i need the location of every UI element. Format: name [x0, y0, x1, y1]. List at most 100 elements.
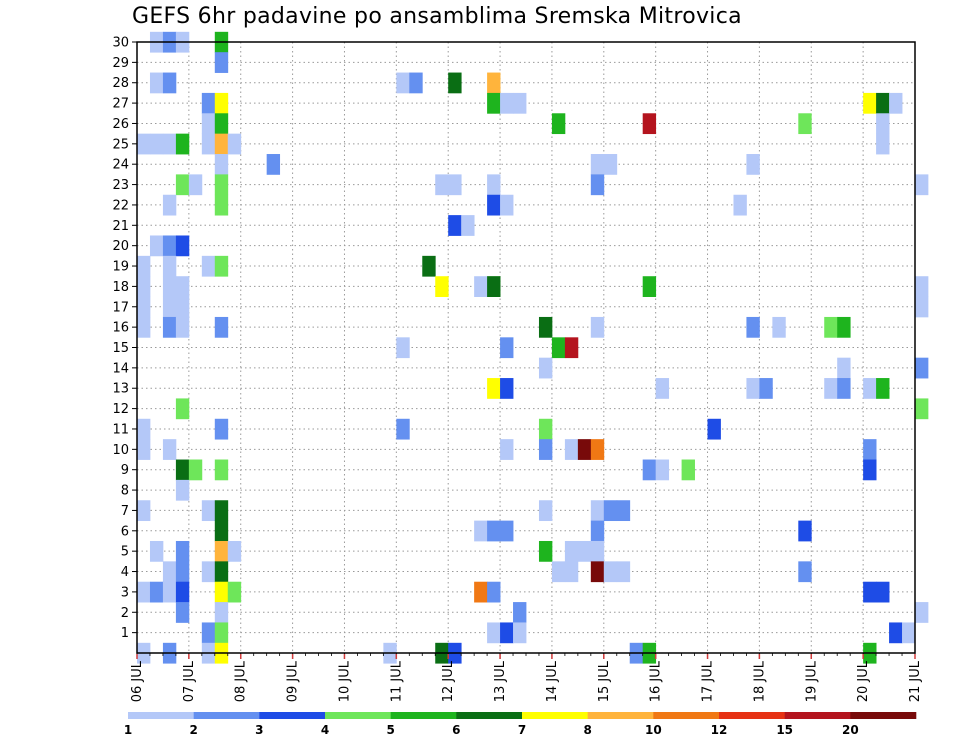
x-tick-label: 14 JUL [545, 660, 560, 702]
heatmap-cell [642, 459, 657, 481]
heatmap-cell [137, 418, 151, 440]
heatmap-cell [175, 174, 190, 196]
heatmap-cell [175, 581, 190, 603]
heatmap-cell [162, 296, 177, 318]
heatmap-cell [538, 316, 553, 338]
x-tick-label: 12 JUL [441, 660, 456, 702]
y-tick-label: 4 [121, 565, 129, 580]
heatmap-cell [538, 500, 553, 522]
heatmap-cell [409, 72, 423, 94]
heatmap-cell [214, 418, 229, 440]
y-tick-label: 24 [112, 158, 129, 173]
heatmap-cell [214, 500, 229, 522]
axes: 1234567891011121314151617181920212223242… [112, 36, 923, 703]
heatmap-cell [227, 540, 242, 562]
heatmap-cell [435, 174, 449, 196]
heatmap-cell [642, 276, 657, 297]
heatmap-cell [590, 561, 605, 583]
heatmap-cell [474, 520, 488, 542]
heatmap-cell [188, 174, 203, 196]
heatmap-cell [655, 378, 670, 399]
x-tick-label: 16 JUL [649, 660, 664, 702]
heatmap-cell [162, 72, 177, 94]
colorbar-label: 3 [255, 723, 263, 737]
heatmap-cell [214, 133, 229, 155]
heatmap-cell [214, 540, 229, 562]
colorbar-segment [456, 712, 523, 719]
heatmap-cell [149, 72, 164, 94]
heatmap-cell [863, 459, 877, 481]
heatmap-cell [214, 255, 229, 277]
heatmap-cell [214, 316, 229, 338]
colorbar-segment [522, 712, 588, 719]
heatmap-cell [461, 215, 475, 236]
heatmap-cell [137, 133, 151, 155]
heatmap-cell [707, 418, 721, 440]
colorbar-segment [719, 712, 785, 719]
y-tick-label: 21 [112, 219, 129, 234]
heatmap-cell [824, 316, 838, 338]
x-tick-label: 08 JUL [234, 660, 249, 702]
heatmap-cell [214, 194, 229, 216]
heatmap-cell [915, 296, 929, 318]
colorbar-segment [850, 712, 917, 719]
heatmap-cell [500, 194, 514, 216]
heatmap-cell [759, 378, 773, 399]
heatmap-cell [188, 459, 203, 481]
colorbar-label: 6 [452, 723, 460, 737]
heatmap-cell [487, 194, 501, 216]
y-tick-label: 15 [112, 341, 129, 356]
heatmap-cell [487, 622, 501, 644]
heatmap-cell [824, 378, 838, 399]
x-tick-label: 11 JUL [389, 660, 404, 702]
colorbar-label: 7 [518, 723, 526, 737]
heatmap-cell [746, 378, 760, 399]
colorbar: 1 2 3 4 5 6 7 8 10 12 15 20 [124, 712, 917, 737]
heatmap-cell [214, 174, 229, 196]
heatmap-cell [175, 235, 190, 257]
heatmap-cell [538, 418, 553, 440]
heatmap-cell [214, 154, 229, 175]
x-tick-label: 17 JUL [701, 660, 716, 702]
heatmap-cell [201, 133, 216, 155]
y-tick-label: 7 [121, 504, 129, 519]
heatmap-cell [474, 581, 488, 603]
heatmap-cell [266, 154, 281, 175]
heatmap-cell [590, 174, 605, 196]
heatmap-cell [577, 540, 592, 562]
y-tick-label: 23 [112, 178, 129, 193]
colorbar-segment [390, 712, 457, 719]
x-tick-label: 21 JUL [908, 660, 923, 702]
heatmap-cell [603, 500, 618, 522]
colorbar-label: 4 [321, 723, 329, 737]
heatmap-cell [137, 255, 151, 277]
heatmap-cell [175, 296, 190, 318]
y-tick-label: 12 [112, 402, 129, 417]
heatmap-cell [175, 540, 190, 562]
x-tick-label: 06 JUL [130, 660, 145, 702]
heatmap-cell [500, 622, 514, 644]
heatmap-cell [448, 72, 462, 94]
heatmap-cell [149, 540, 164, 562]
heatmap-cell [551, 561, 566, 583]
heatmap-cell [863, 92, 877, 114]
heatmap-cell [175, 316, 190, 338]
colorbar-segment [259, 712, 326, 719]
chart-title: GEFS 6hr padavine po ansamblima Sremska … [132, 4, 742, 29]
heatmap-cell [564, 337, 579, 359]
heatmap-cell [500, 92, 514, 114]
x-tick-label: 18 JUL [752, 660, 767, 702]
heatmap-cell [513, 602, 527, 623]
y-tick-label: 18 [112, 280, 129, 295]
heatmap-cell [149, 133, 164, 155]
heatmap-cell [162, 439, 177, 460]
heatmap-cell [876, 581, 890, 603]
x-tick-label: 20 JUL [856, 660, 871, 702]
y-tick-label: 9 [121, 463, 129, 478]
colorbar-label: 12 [711, 723, 728, 737]
x-tick-label: 19 JUL [804, 660, 819, 702]
heatmap-cell [915, 357, 929, 379]
heatmap-cell [655, 459, 670, 481]
heatmap-cell [162, 316, 177, 338]
heatmap-cell [513, 92, 527, 114]
